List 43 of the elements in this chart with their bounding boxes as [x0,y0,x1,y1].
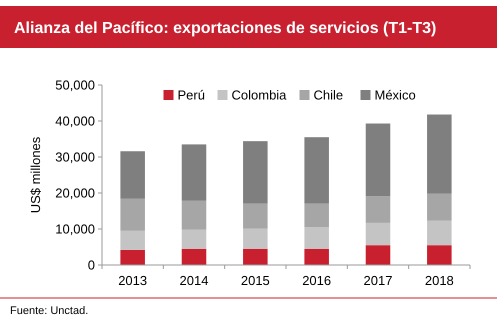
y-tick-label: 10,000 [55,222,95,237]
bar [120,151,145,199]
bar [182,144,206,201]
bar [120,198,145,231]
x-tick-label: 2014 [180,273,208,288]
y-tick-label: 40,000 [55,114,95,129]
bar [427,114,452,194]
bar [366,222,390,246]
y-tick-label: 20,000 [55,186,95,201]
bar [243,248,268,265]
bar [304,227,329,249]
y-axis-title: US$ millones [28,136,43,214]
x-tick-label: 2017 [364,273,392,288]
legend-label: México [374,88,416,103]
legend-label: Colombia [232,88,288,103]
x-tick-label: 2015 [240,273,270,288]
bar [243,228,268,249]
bar [304,248,329,265]
x-tick-label: 2016 [302,273,332,288]
bar [366,245,390,265]
bar [182,248,206,265]
y-tick-label: 30,000 [55,150,95,165]
chart-title: Alianza del Pacífico: exportaciones de servicios (T1-T3) [14,20,436,37]
bar [366,124,390,196]
bar [304,203,329,228]
bar [243,141,268,204]
bar [120,230,145,250]
y-tick-label: 50,000 [55,78,95,93]
bar [243,203,268,229]
legend-label: Chile [314,88,344,103]
bar [182,230,206,249]
y-tick-label: 0 [88,258,95,273]
source-note: Fuente: Unctad. [10,305,88,317]
x-tick-label: 2018 [424,273,454,288]
x-tick-label: 2013 [118,273,148,288]
bar [120,250,145,265]
bar [182,200,206,230]
bar [366,196,390,223]
legend-label: Perú [178,88,205,103]
bar [427,245,452,265]
bar [427,220,452,246]
bar [304,137,329,204]
bar [427,194,452,221]
